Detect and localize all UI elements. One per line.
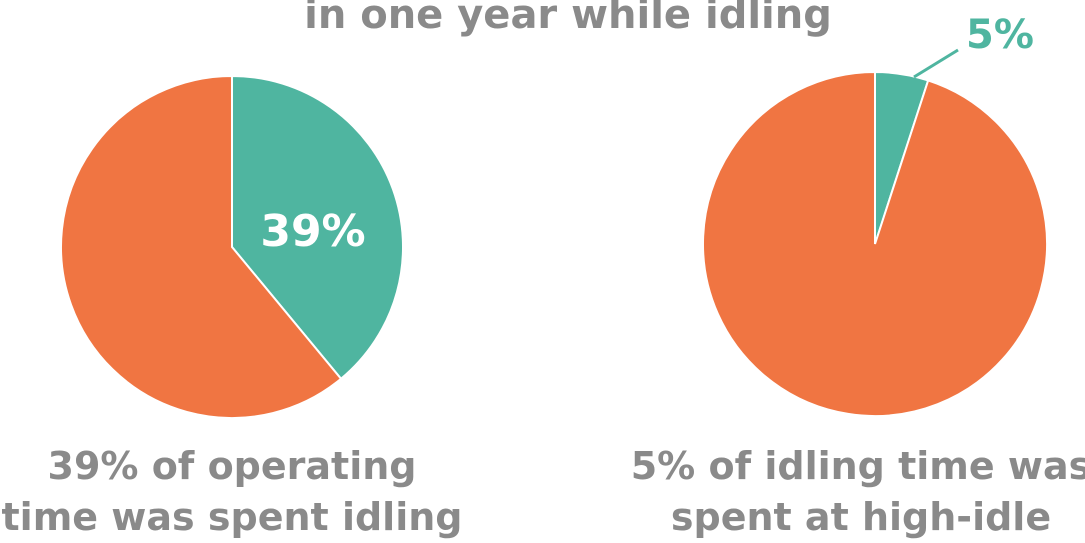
pie-chart-idling-time: 5% 5% of idling time was spent at high-i… bbox=[631, 12, 1085, 539]
pie0-slice-label: 39% bbox=[260, 206, 365, 257]
pie0-caption-line-1: 39% of operating bbox=[48, 444, 417, 488]
pie1-caption-line-1: 5% of idling time was bbox=[631, 444, 1085, 488]
pie0-slice-0 bbox=[231, 74, 405, 381]
pie0-slices bbox=[60, 74, 405, 419]
chart-heading: in one year while idling bbox=[304, 0, 832, 38]
pie0-caption-line-2: time was spent idling bbox=[2, 495, 463, 539]
pie1-slice-1 bbox=[702, 70, 1048, 417]
pie1-caption-line-2: spent at high-idle bbox=[671, 495, 1051, 539]
pie1-slice-label: 5% bbox=[966, 12, 1034, 58]
pie1-leader-line bbox=[913, 48, 959, 79]
pie-chart-operating-time: 39% 39% of operating time was spent idli… bbox=[2, 74, 463, 539]
pie0-slice-1 bbox=[60, 74, 343, 419]
pie1-slices bbox=[702, 70, 1048, 417]
